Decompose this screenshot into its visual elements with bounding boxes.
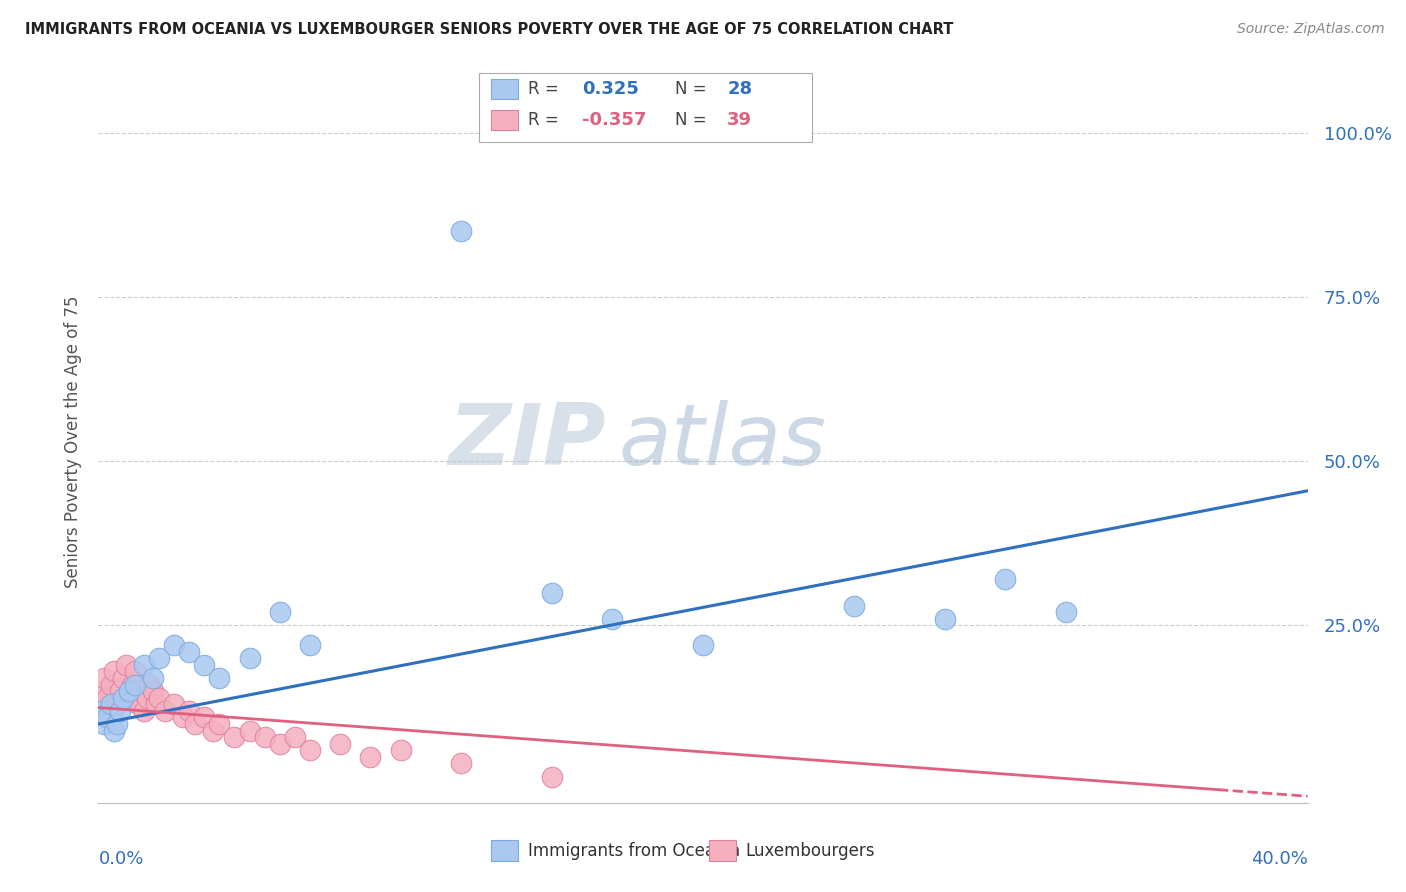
Text: ZIP: ZIP <box>449 400 606 483</box>
Point <box>208 717 231 731</box>
Point <box>142 671 165 685</box>
Point <box>100 677 122 691</box>
Point <box>127 698 149 712</box>
Point <box>129 684 152 698</box>
Text: N =: N = <box>675 80 711 98</box>
Text: 39: 39 <box>727 111 752 129</box>
Point <box>100 698 122 712</box>
Point <box>132 657 155 672</box>
Text: -0.357: -0.357 <box>582 111 647 129</box>
Point <box>450 756 472 771</box>
Point <box>118 684 141 698</box>
Point <box>540 585 562 599</box>
Text: N =: N = <box>675 111 711 129</box>
Y-axis label: Seniors Poverty Over the Age of 75: Seniors Poverty Over the Age of 75 <box>63 295 82 588</box>
Point <box>90 684 112 698</box>
Text: IMMIGRANTS FROM OCEANIA VS LUXEMBOURGER SENIORS POVERTY OVER THE AGE OF 75 CORRE: IMMIGRANTS FROM OCEANIA VS LUXEMBOURGER … <box>25 22 953 37</box>
Point <box>179 645 201 659</box>
Point <box>934 612 956 626</box>
Point <box>135 690 157 705</box>
Point <box>692 638 714 652</box>
Text: Immigrants from Oceania: Immigrants from Oceania <box>527 842 740 860</box>
Point <box>844 599 866 613</box>
Point <box>103 723 125 738</box>
Point <box>602 612 624 626</box>
Text: Luxembourgers: Luxembourgers <box>745 842 875 860</box>
Bar <box>492 110 517 130</box>
Point <box>450 224 472 238</box>
Point <box>148 690 170 705</box>
Bar <box>709 840 735 861</box>
Point <box>124 677 146 691</box>
Point <box>139 677 162 691</box>
Point <box>269 737 291 751</box>
Point <box>202 723 225 738</box>
Point <box>105 717 128 731</box>
Point <box>269 605 291 619</box>
Point <box>193 657 215 672</box>
Text: atlas: atlas <box>619 400 827 483</box>
Point <box>172 710 194 724</box>
Text: R =: R = <box>527 111 564 129</box>
Point <box>329 737 352 751</box>
Point <box>1054 605 1077 619</box>
Text: 0.325: 0.325 <box>582 80 638 98</box>
Point <box>224 730 246 744</box>
Text: 28: 28 <box>727 80 752 98</box>
Point <box>96 710 118 724</box>
Point <box>90 704 112 718</box>
Point <box>299 638 322 652</box>
Point <box>239 723 262 738</box>
Point <box>124 665 146 679</box>
Point <box>105 698 128 712</box>
Point <box>163 698 186 712</box>
Point <box>103 665 125 679</box>
Point <box>93 671 115 685</box>
Point <box>96 690 118 705</box>
Point <box>284 730 307 744</box>
Point <box>193 710 215 724</box>
Point <box>208 671 231 685</box>
Point <box>389 743 412 757</box>
Point <box>132 704 155 718</box>
Bar <box>492 78 517 99</box>
Point <box>179 704 201 718</box>
Point <box>184 717 207 731</box>
Point <box>163 638 186 652</box>
Point <box>111 671 134 685</box>
Text: R =: R = <box>527 80 564 98</box>
Point <box>93 717 115 731</box>
Point <box>253 730 276 744</box>
Point <box>108 684 131 698</box>
Text: 0.0%: 0.0% <box>98 850 143 868</box>
Point <box>108 704 131 718</box>
Point <box>994 573 1017 587</box>
Point <box>153 704 176 718</box>
Text: Source: ZipAtlas.com: Source: ZipAtlas.com <box>1237 22 1385 37</box>
Point <box>114 657 136 672</box>
Point <box>118 690 141 705</box>
Bar <box>492 840 517 861</box>
Text: 40.0%: 40.0% <box>1251 850 1308 868</box>
Point <box>239 651 262 665</box>
Point <box>145 698 167 712</box>
Point <box>121 677 143 691</box>
Point <box>360 749 382 764</box>
Point <box>148 651 170 665</box>
Point <box>299 743 322 757</box>
Point <box>111 690 134 705</box>
Point <box>540 770 562 784</box>
Bar <box>479 73 811 142</box>
Point <box>142 684 165 698</box>
